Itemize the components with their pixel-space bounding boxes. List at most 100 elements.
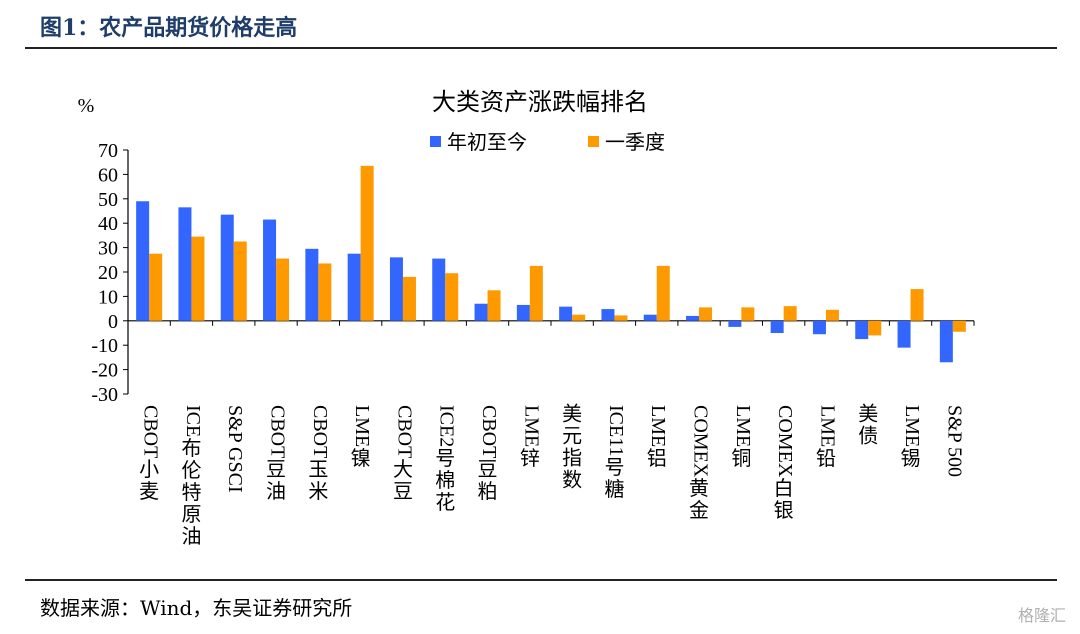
x-label-char: 指: [562, 447, 582, 470]
bar-ytd-4: [263, 219, 277, 321]
bar-ytd-19: [897, 320, 911, 348]
bar-q1-7: [402, 276, 416, 321]
chart-title: 大类资产涨跌幅排名: [432, 89, 648, 116]
x-label-segment: COMEX: [689, 405, 711, 478]
x-label-char: 黄: [689, 477, 709, 500]
bar-q1-12: [614, 315, 628, 321]
x-label-segment: ICE: [182, 405, 204, 437]
bottom-rule: [25, 579, 1057, 581]
x-label-char: 棉: [435, 469, 455, 492]
y-tick-label: 50: [98, 189, 118, 211]
bar-ytd-2: [178, 207, 192, 321]
bar-ytd-14: [686, 315, 700, 321]
bar-q1-20: [952, 320, 966, 332]
bar-q1-5: [318, 263, 332, 321]
bar-q1-6: [360, 165, 374, 321]
x-label-char: 玉: [308, 459, 328, 481]
x-label-char: 花: [435, 491, 455, 514]
x-label-char: 麦: [139, 480, 159, 503]
x-tick-label: S&P GSCI: [224, 405, 246, 493]
y-tick-label: -30: [91, 384, 118, 406]
bar-ytd-11: [559, 306, 573, 321]
y-axis-label: %: [78, 95, 95, 117]
legend: 年初至今 一季度: [430, 131, 665, 154]
x-label-char: 豆: [393, 481, 413, 503]
bar-q1-9: [487, 290, 501, 321]
x-label-char: 铜: [731, 447, 751, 470]
bar-q1-10: [529, 265, 543, 321]
x-label-char: 布: [181, 437, 201, 460]
bar-q1-11: [572, 314, 586, 321]
x-label-segment: CBOT: [309, 405, 331, 458]
bar-q1-13: [656, 265, 670, 321]
x-label-segment: CBOT: [393, 405, 415, 458]
bar-q1-18: [868, 320, 882, 336]
x-label-char: 米: [308, 480, 328, 503]
source-note: 数据来源：Wind，东吴证券研究所: [40, 596, 353, 620]
bar-q1-16: [783, 306, 797, 321]
x-label-char: 原: [181, 504, 201, 526]
bar-q1-4: [276, 258, 290, 321]
legend-label-1: 年初至今: [447, 131, 527, 154]
x-label-char: 油: [181, 525, 201, 548]
x-label-segment: CBOT: [266, 405, 288, 458]
x-label-segment: LME: [901, 405, 923, 447]
x-label-segment: S&P GSCI: [224, 405, 246, 493]
y-tick-label: -20: [91, 360, 118, 382]
x-label-char: 锌: [520, 447, 540, 470]
watermark: 格隆汇: [1017, 606, 1066, 625]
x-label-char: 豆: [266, 459, 286, 481]
x-label-char: 元: [562, 426, 582, 448]
y-tick-label: 40: [98, 213, 118, 235]
y-tick-label: 60: [98, 164, 118, 186]
bar-ytd-7: [389, 257, 403, 321]
bar-q1-8: [445, 273, 459, 321]
bars: [136, 165, 966, 363]
bar-q1-15: [741, 307, 755, 321]
bar-ytd-10: [516, 304, 530, 321]
x-label-char: 小: [139, 458, 159, 481]
y-tick-label: 10: [98, 286, 118, 308]
x-label-char: 大: [393, 458, 413, 481]
bar-ytd-6: [347, 253, 361, 321]
x-label-segment: CBOT: [140, 405, 162, 458]
x-label-segment: S&P 500: [943, 405, 965, 477]
x-label-char: 铝: [647, 447, 667, 470]
bar-ytd-20: [939, 320, 953, 363]
x-label-segment: LME: [520, 405, 542, 447]
bar-ytd-15: [728, 320, 742, 327]
x-label-char: 号: [435, 448, 455, 470]
x-label-segment: LME: [647, 405, 669, 447]
bar-ytd-3: [220, 214, 234, 321]
legend-label-2: 一季度: [605, 131, 665, 154]
bar-q1-19: [910, 289, 924, 321]
x-label-char: 银: [774, 499, 794, 522]
bar-q1-1: [149, 253, 163, 321]
x-label-segment: LME: [816, 405, 838, 447]
bar-ytd-8: [432, 258, 446, 321]
bar-ytd-5: [305, 248, 319, 321]
x-label-char: 粕: [478, 480, 498, 503]
x-label-char: 号: [604, 457, 624, 479]
top-rule: [25, 47, 1057, 49]
bar-q1-2: [191, 236, 205, 321]
bar-q1-14: [699, 307, 713, 321]
y-tick-label: -10: [91, 335, 118, 357]
